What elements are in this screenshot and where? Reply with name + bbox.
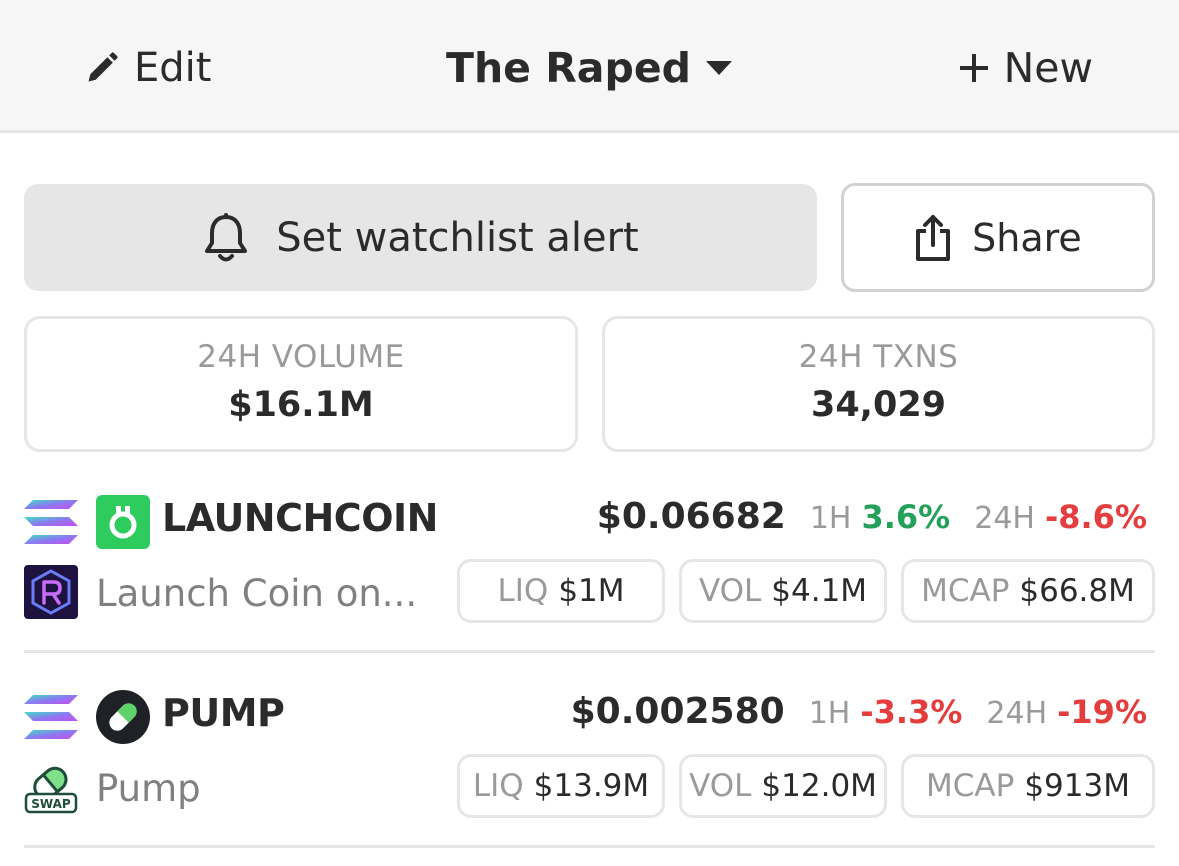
market-cap-pill: MCAP $66.8M xyxy=(901,559,1155,623)
share-button[interactable]: Share xyxy=(841,183,1155,292)
new-label: New xyxy=(1003,44,1093,92)
volume-label: 24H VOLUME xyxy=(197,339,405,375)
new-watchlist-button[interactable]: New xyxy=(958,43,1093,93)
vol-label: VOL xyxy=(698,573,762,609)
mcap-label: MCAP xyxy=(926,768,1015,804)
market-cap-pill: MCAP $913M xyxy=(901,754,1155,818)
volume-value: $16.1M xyxy=(228,385,374,425)
liq-label: LIQ xyxy=(472,768,524,804)
volume-pill: VOL $12.0M xyxy=(679,754,887,818)
launchcoin-logo-icon xyxy=(96,495,150,549)
price-row: $0.002580 1H -3.3% 24H -19% xyxy=(571,691,1147,732)
top-bar: Edit The Raped New xyxy=(0,0,1179,133)
share-label: Share xyxy=(972,215,1082,260)
txns-label: 24H TXNS xyxy=(798,339,959,375)
vol-value: $4.1M xyxy=(771,573,868,609)
set-watchlist-alert-button[interactable]: Set watchlist alert xyxy=(24,184,817,291)
liq-label: LIQ xyxy=(497,573,549,609)
token-name: Pump xyxy=(96,767,201,810)
row-divider xyxy=(24,650,1155,653)
liquidity-pill: LIQ $13.9M xyxy=(457,754,665,818)
liquidity-pill: LIQ $1M xyxy=(457,559,665,623)
watchlist-selector[interactable]: The Raped xyxy=(0,43,1179,93)
share-icon xyxy=(916,214,951,261)
bell-icon xyxy=(205,212,248,261)
row-divider xyxy=(24,845,1155,848)
token-price: $0.06682 xyxy=(596,496,786,537)
txns-stat-card: 24H TXNS 34,029 xyxy=(602,316,1155,452)
change-1h-value: -3.3% xyxy=(860,693,963,731)
change-24h-value: -8.6% xyxy=(1044,498,1147,536)
mcap-value: $913M xyxy=(1024,768,1130,804)
mcap-value: $66.8M xyxy=(1019,573,1135,609)
raydium-icon xyxy=(24,565,78,619)
alert-label: Set watchlist alert xyxy=(276,214,639,261)
watchlist-title: The Raped xyxy=(446,44,691,92)
volume-stat-card: 24H VOLUME $16.1M xyxy=(24,316,578,452)
caret-down-icon xyxy=(705,61,732,75)
token-symbol: LAUNCHCOIN xyxy=(162,496,438,540)
plus-icon xyxy=(959,54,988,82)
pencil-icon xyxy=(88,52,118,82)
token-symbol: PUMP xyxy=(162,691,285,735)
pump-pill-logo-icon xyxy=(96,690,150,744)
pumpswap-icon: SWAP xyxy=(24,766,78,814)
solana-icon xyxy=(24,500,78,544)
token-row-launchcoin[interactable]: LAUNCHCOIN Launch Coin on... $0.06682 1H… xyxy=(0,460,1179,650)
change-1h-value: 3.6% xyxy=(861,498,951,536)
token-row-pump[interactable]: PUMP SWAP Pump $0.002580 1H -3.3% 24H -1… xyxy=(0,655,1179,845)
liq-value: $1M xyxy=(558,573,625,609)
vol-value: $12.0M xyxy=(761,768,877,804)
token-name: Launch Coin on... xyxy=(96,572,418,615)
change-24h-label: 24H xyxy=(986,696,1048,731)
solana-icon xyxy=(24,695,78,739)
vol-label: VOL xyxy=(689,768,752,804)
svg-text:SWAP: SWAP xyxy=(31,797,71,811)
liq-value: $13.9M xyxy=(533,768,650,804)
change-24h-label: 24H xyxy=(974,501,1035,536)
volume-pill: VOL $4.1M xyxy=(679,559,887,623)
price-row: $0.06682 1H 3.6% 24H -8.6% xyxy=(597,496,1147,537)
edit-label: Edit xyxy=(134,45,212,91)
change-24h-value: -19% xyxy=(1057,693,1147,731)
txns-value: 34,029 xyxy=(810,385,947,425)
token-price: $0.002580 xyxy=(570,691,785,732)
change-1h-label: 1H xyxy=(809,501,852,536)
edit-button[interactable]: Edit xyxy=(84,43,211,93)
mcap-label: MCAP xyxy=(921,573,1010,609)
change-1h-label: 1H xyxy=(808,696,851,731)
